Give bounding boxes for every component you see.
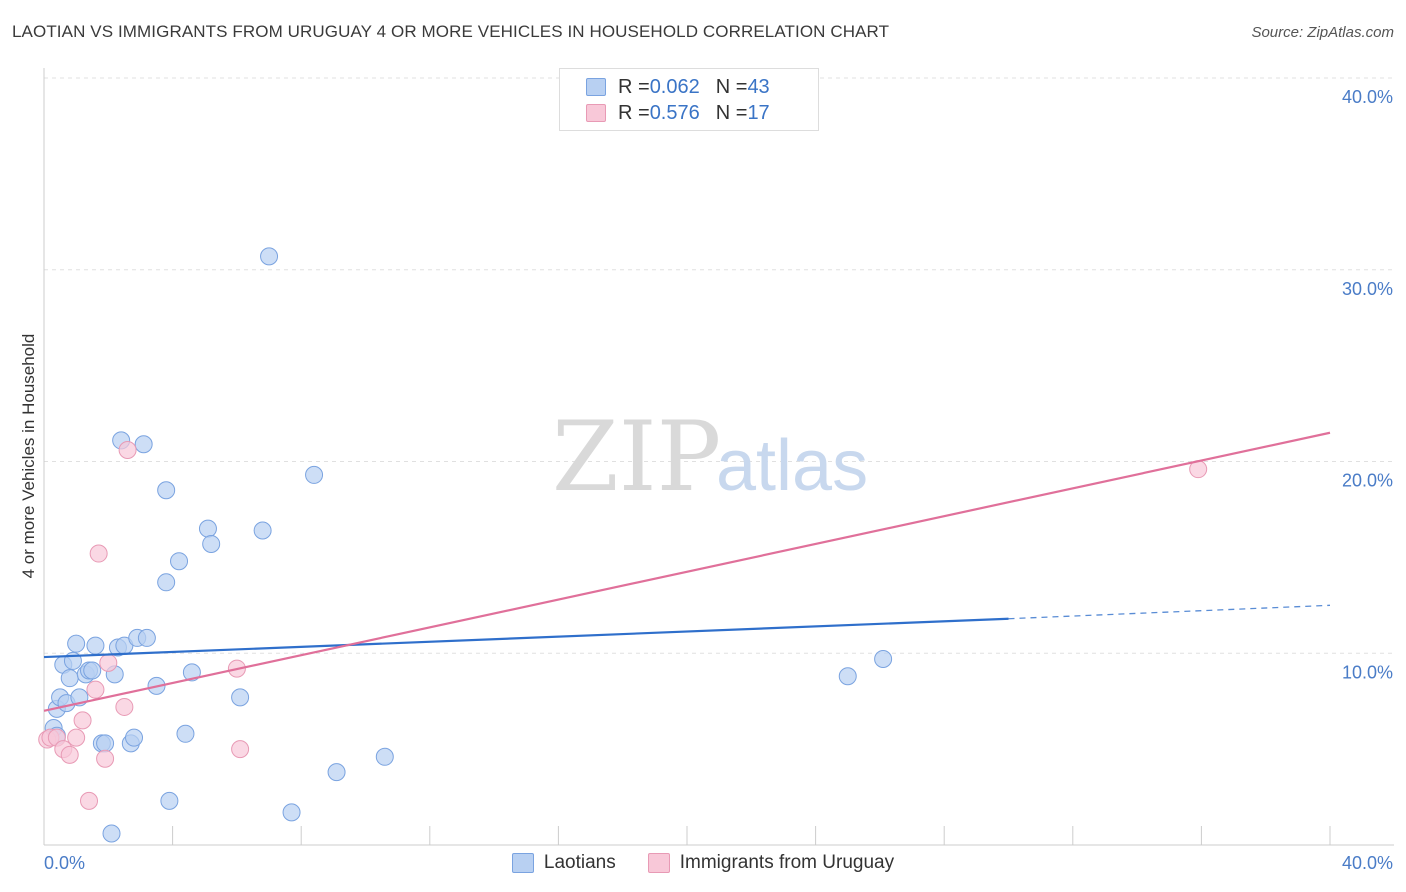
trend-layer <box>43 431 1331 712</box>
laotian-point <box>305 465 324 484</box>
grid-layer <box>44 77 1394 654</box>
laotian-point <box>874 650 893 669</box>
laotian-point <box>202 534 221 553</box>
laotian-trend-extension <box>1008 604 1331 620</box>
y-axis-label: 4 or more Vehicles in Household <box>19 334 38 579</box>
uruguay-point <box>118 440 137 459</box>
uruguay-point <box>86 680 105 699</box>
legend-n-value: 43 <box>747 75 770 98</box>
y-tick-label: 40.0% <box>1342 87 1393 107</box>
uruguay-point <box>231 740 250 759</box>
legend-label-uruguay: Immigrants from Uruguay <box>679 852 895 873</box>
laotian-trend-line <box>43 617 1009 659</box>
watermark-zip: ZIP <box>552 401 721 513</box>
laotian-point <box>125 728 144 747</box>
legend-swatch-uruguay <box>647 853 670 873</box>
legend-n-label: N = <box>715 75 748 98</box>
legend-row-uruguay: R = 0.576 N = 17 <box>586 101 770 125</box>
laotian-point <box>67 634 86 653</box>
laotian-point <box>102 824 121 843</box>
uruguay-point <box>115 697 134 716</box>
uruguay-point <box>99 653 118 672</box>
legend-n-label: N = <box>715 101 748 124</box>
axes-layer <box>43 68 1394 846</box>
laotian-point <box>182 663 201 682</box>
laotian-point <box>157 481 176 500</box>
legend-r-label: R = <box>618 75 650 98</box>
legend-swatch-laotians <box>511 853 534 873</box>
watermark-atlas: atlas <box>716 426 868 506</box>
uruguay-point <box>96 749 115 768</box>
laotian-point <box>160 791 179 810</box>
ticks-layer: 10.0% 20.0% 30.0% 40.0% 0.0% 40.0% <box>44 87 1393 873</box>
legend-swatch-pink <box>586 104 606 122</box>
legend-r-value: 0.062 <box>649 75 700 98</box>
correlation-legend: R = 0.062 N = 43 R = 0.576 N = 17 <box>559 68 819 131</box>
uruguay-point <box>89 544 108 563</box>
laotian-point <box>198 519 217 538</box>
uruguay-trend-line <box>43 431 1331 712</box>
uruguay-point <box>60 745 79 764</box>
source-label: Source: ZipAtlas.com <box>1251 24 1394 41</box>
x-tick-label: 40.0% <box>1342 853 1393 873</box>
laotian-point <box>231 688 250 707</box>
legend-r-value: 0.576 <box>649 101 700 124</box>
laotian-point <box>327 763 346 782</box>
laotian-point <box>176 724 195 743</box>
laotian-point <box>157 573 176 592</box>
chart-title: LAOTIAN VS IMMIGRANTS FROM URUGUAY 4 OR … <box>12 22 890 41</box>
uruguay-point <box>67 728 86 747</box>
legend-swatch-blue <box>586 78 606 96</box>
legend-row-laotians: R = 0.062 N = 43 <box>586 75 770 99</box>
laotian-point <box>838 667 857 686</box>
laotian-point <box>282 803 301 822</box>
legend-n-value: 17 <box>747 101 770 124</box>
laotian-point <box>170 552 189 571</box>
laotian-point <box>96 734 115 753</box>
laotian-point <box>253 521 272 540</box>
y-tick-label: 10.0% <box>1342 662 1393 682</box>
legend-item-laotians[interactable]: Laotians <box>511 852 616 874</box>
laotian-point <box>134 435 153 454</box>
legend-item-uruguay[interactable]: Immigrants from Uruguay <box>647 852 895 874</box>
series-legend: Laotians Immigrants from Uruguay <box>0 852 1406 874</box>
legend-r-label: R = <box>618 101 650 124</box>
points-layer <box>38 247 1208 843</box>
laotian-point <box>137 628 156 647</box>
watermark: ZIP atlas <box>552 401 868 513</box>
laotian-point <box>60 669 79 688</box>
laotian-point <box>86 636 105 655</box>
y-tick-label: 20.0% <box>1342 471 1393 491</box>
x-tick-label: 0.0% <box>44 853 85 873</box>
uruguay-point <box>73 711 92 730</box>
uruguay-point <box>80 791 99 810</box>
legend-label-laotians: Laotians <box>543 852 616 873</box>
laotian-point <box>260 247 279 266</box>
laotian-point <box>375 747 394 766</box>
y-tick-label: 30.0% <box>1342 279 1393 299</box>
laotian-point <box>83 661 102 680</box>
